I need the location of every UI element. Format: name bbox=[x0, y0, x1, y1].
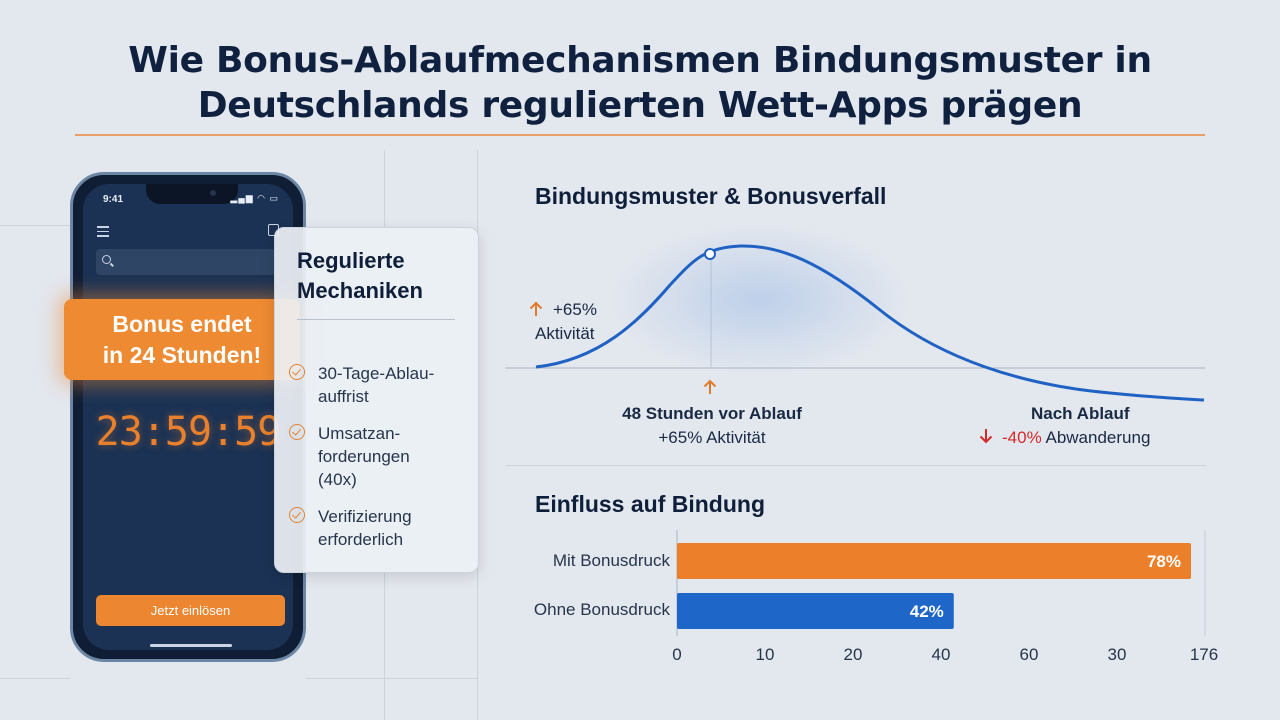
mechanics-item-line: 30-Tage-Ablau- bbox=[318, 364, 435, 383]
phone-notch bbox=[146, 184, 238, 204]
x-tick-label: 40 bbox=[931, 645, 951, 664]
check-circle-icon bbox=[289, 364, 305, 380]
x-tick-label: 10 bbox=[755, 645, 775, 664]
retention-curve-line bbox=[535, 244, 1205, 402]
bar-with-bonus-pressure bbox=[677, 543, 1191, 579]
mechanics-item-line: Verifizierung bbox=[318, 507, 412, 526]
search-input[interactable] bbox=[96, 249, 276, 275]
after-expiry-title: Nach Ablauf bbox=[1031, 404, 1130, 424]
arrow-up-icon bbox=[703, 379, 717, 394]
peak-value: +65% bbox=[553, 300, 597, 319]
check-circle-icon bbox=[289, 424, 305, 440]
x-tick-label: 20 bbox=[843, 645, 863, 664]
status-icons: ▂▄▆ ◠ ▭ bbox=[230, 193, 279, 203]
mechanics-item-line: forderungen bbox=[318, 447, 410, 466]
peak-label: Aktivität bbox=[535, 324, 595, 343]
line-chart-title: Bindungsmuster & Bonusverfall bbox=[535, 183, 887, 209]
mechanics-divider bbox=[297, 319, 455, 320]
after-expiry-detail: -40% Abwanderung bbox=[1002, 428, 1150, 448]
page-title: Wie Bonus-Ablaufmechanismen Bindungsmust… bbox=[0, 38, 1280, 128]
mechanics-item-line: (40x) bbox=[318, 470, 357, 489]
title-line-1: Wie Bonus-Ablaufmechanismen Bindungsmust… bbox=[128, 40, 1152, 81]
camera-icon bbox=[210, 190, 216, 196]
mechanics-card: Regulierte Mechaniken 30-Tage-Ablau- auf… bbox=[274, 227, 479, 573]
x-tick-label: 30 bbox=[1107, 645, 1127, 664]
arrow-down-icon bbox=[979, 429, 993, 444]
status-time: 9:41 bbox=[103, 194, 124, 205]
churn-value: -40% bbox=[1002, 428, 1042, 447]
mechanics-item-line: auffrist bbox=[318, 387, 369, 406]
after-expiry-title-text: Nach Ablauf bbox=[1031, 404, 1130, 423]
grid-line bbox=[384, 572, 385, 720]
badge-line-1: Bonus endet bbox=[112, 311, 252, 337]
curve-glow bbox=[610, 225, 910, 375]
bar-chart-title: Einfluss auf Bindung bbox=[535, 491, 765, 517]
mechanics-title-line-1: Regulierte bbox=[297, 248, 405, 273]
bar-category-label: Ohne Bonusdruck bbox=[533, 600, 670, 619]
home-indicator bbox=[150, 644, 232, 647]
peak-marker-point bbox=[704, 248, 716, 260]
x-tick-label: 60 bbox=[1019, 645, 1039, 664]
check-circle-icon bbox=[289, 507, 305, 523]
phone-screen: 9:41 ▂▄▆ ◠ ▭ 23:59:59 Jetzt einlösen bbox=[83, 184, 293, 650]
menu-icon[interactable] bbox=[97, 226, 109, 240]
grid-line bbox=[306, 678, 478, 679]
bonus-expiry-badge: Bonus endet in 24 Stunden! bbox=[64, 299, 300, 380]
bar-value-label: 78% bbox=[1147, 552, 1181, 571]
x-tick-label: 176 bbox=[1189, 645, 1219, 664]
marker-title-text: 48 Stunden vor Ablauf bbox=[622, 404, 802, 423]
bar-category-label: Mit Bonusdruck bbox=[552, 551, 670, 570]
phone-mockup: 9:41 ▂▄▆ ◠ ▭ 23:59:59 Jetzt einlösen bbox=[70, 172, 306, 662]
marker-subtitle: +65% Aktivität bbox=[658, 428, 766, 447]
mechanics-item-line: erforderlich bbox=[318, 530, 404, 549]
grid-line bbox=[0, 678, 70, 679]
redeem-button[interactable]: Jetzt einlösen bbox=[96, 595, 285, 626]
mechanics-item-text: Verifizierung erforderlich bbox=[318, 505, 468, 551]
grid-line bbox=[506, 465, 1206, 466]
x-tick-label: 0 bbox=[672, 645, 682, 664]
countdown-timer: 23:59:59 bbox=[95, 409, 282, 455]
grid-line bbox=[384, 150, 385, 230]
mechanics-item-text: Umsatzan- forderungen (40x) bbox=[318, 422, 468, 491]
mechanics-title: Regulierte Mechaniken bbox=[297, 246, 423, 306]
bar-without-bonus-pressure bbox=[677, 593, 954, 629]
badge-line-2: in 24 Stunden! bbox=[102, 342, 262, 368]
mechanics-item-line: Umsatzan- bbox=[318, 424, 401, 443]
title-divider bbox=[75, 134, 1205, 136]
mechanics-title-line-2: Mechaniken bbox=[297, 278, 423, 303]
mechanics-item-text: 30-Tage-Ablau- auffrist bbox=[318, 362, 468, 408]
arrow-up-icon bbox=[529, 301, 543, 316]
marker-title: 48 Stunden vor Ablauf bbox=[611, 404, 813, 424]
bar-value-label: 42% bbox=[910, 602, 944, 621]
search-icon bbox=[102, 255, 111, 264]
churn-label: Abwanderung bbox=[1045, 428, 1151, 447]
title-line-2: Deutschlands regulierten Wett-Apps präge… bbox=[197, 85, 1083, 126]
grid-line bbox=[0, 225, 70, 226]
